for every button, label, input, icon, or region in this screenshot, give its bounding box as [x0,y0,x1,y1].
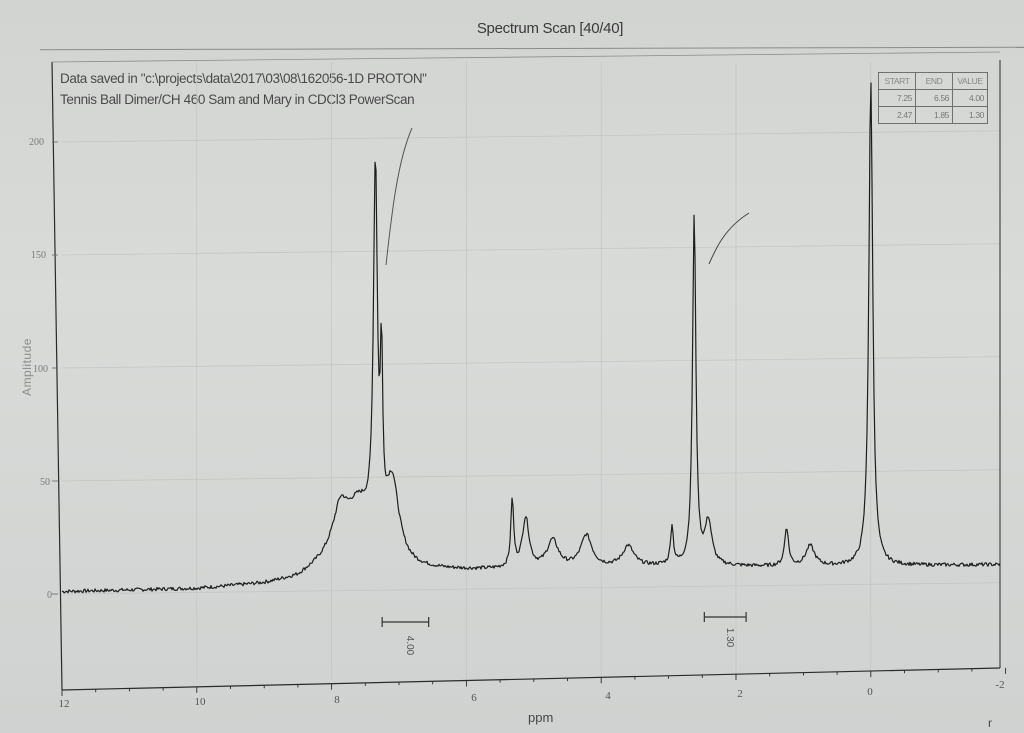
x-axis-label: ppm [528,710,554,725]
integration-brackets [381,612,747,627]
y-tick-50: 50 [40,477,50,488]
integration-table: START END VALUE 7.25 6.56 4.00 2.47 1.85… [878,72,988,124]
pen-annotation-2 [708,212,750,265]
info-line-path: Data saved in "c:\projects\data\2017\03\… [60,71,427,86]
x-tick-neg2: -2 [995,679,1005,691]
pen-annotation-1 [385,127,413,266]
y-tick-0: 0 [47,590,52,601]
grid-lines [61,62,1001,680]
y-tick-150: 150 [31,250,46,261]
cell-end: 1.85 [915,106,953,124]
integration-table-header: START END VALUE [878,72,988,90]
spectrum-trace [61,82,1001,594]
file-info: Data saved in "c:\projects\data\2017\03\… [60,68,427,110]
y-tick-200: 200 [29,137,44,148]
x-tick-10: 10 [194,696,206,708]
x-tick-2: 2 [737,688,743,700]
info-line-sample: Tennis Ball Dimer/CH 460 Sam and Mary in… [60,92,415,107]
x-tick-12: 12 [58,698,70,710]
chart-title: Spectrum Scan [40/40] [476,20,624,37]
cell-value: 1.30 [952,106,988,124]
x-tick-8: 8 [334,694,340,706]
axis-ticks [52,141,1007,696]
pen-mark: r [988,716,992,730]
table-row: 7.25 6.56 4.00 [878,89,988,107]
x-tick-0: 0 [867,686,873,698]
x-tick-4: 4 [605,690,611,702]
plot-frame [51,51,1001,691]
y-tick-100: 100 [33,364,48,375]
table-row: 2.47 1.85 1.30 [878,106,988,124]
x-tick-6: 6 [471,692,477,704]
